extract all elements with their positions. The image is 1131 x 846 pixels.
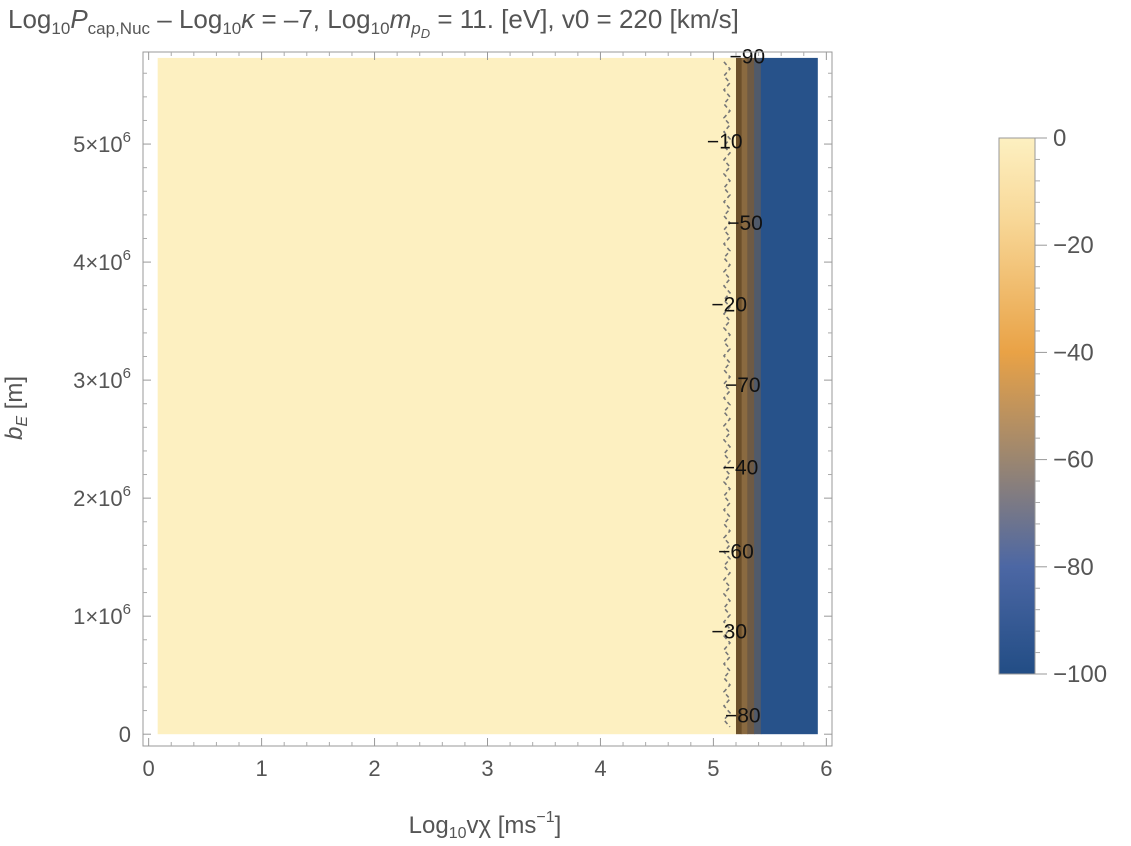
y-tick-label-5: 5×106 [73, 129, 131, 157]
contour-label-7: −30 [711, 621, 747, 644]
contour-label-2: −50 [727, 212, 763, 235]
contour-dashed-line [722, 61, 732, 728]
color-band-1 [735, 57, 743, 735]
x-tick-label-0: 0 [143, 756, 155, 781]
x-tick-label-4: 4 [594, 756, 606, 781]
x-tick-label-5: 5 [707, 756, 719, 781]
contour-label-1: −10 [707, 131, 743, 154]
y-tick-label-0: 0 [119, 722, 131, 747]
color-band-0 [157, 57, 737, 735]
colorbar-tick-label-2: −40 [1053, 339, 1094, 366]
colorbar [998, 137, 1036, 675]
color-band-5 [760, 57, 818, 735]
y-tick-label-2: 2×106 [73, 483, 131, 511]
x-tick-label-3: 3 [481, 756, 493, 781]
colorbar-tick-label-0: 0 [1053, 125, 1066, 152]
x-axis-label: Log10vχ [ms−1] [409, 809, 562, 842]
contour-label-5: −40 [723, 456, 759, 479]
color-band-2 [741, 57, 748, 735]
colorbar-tick-label-5: −100 [1053, 661, 1107, 688]
y-tick-label-4: 4×106 [73, 247, 131, 275]
contour-label-3: −20 [711, 294, 747, 317]
color-band-3 [747, 57, 755, 735]
y-tick-label-1: 1×106 [73, 601, 131, 629]
colorbar-tick-label-1: −20 [1053, 232, 1094, 259]
contour-label-4: −70 [725, 374, 761, 397]
color-band-4 [754, 57, 762, 735]
x-tick-label-1: 1 [255, 756, 267, 781]
x-tick-label-6: 6 [820, 756, 832, 781]
y-axis-label: bE [m] [1, 376, 31, 440]
colorbar-tick-label-4: −80 [1053, 554, 1094, 581]
x-tick-label-2: 2 [368, 756, 380, 781]
contour-label-8: −80 [725, 704, 761, 727]
y-tick-label-3: 3×106 [73, 365, 131, 393]
chart-title: Log10Pcap,Nuc – Log10κ = –7, Log10mpD = … [8, 4, 739, 41]
contour-label-6: −60 [718, 540, 754, 563]
contour-label-0: −90 [729, 46, 765, 69]
colorbar-tick-label-3: −60 [1053, 447, 1094, 474]
